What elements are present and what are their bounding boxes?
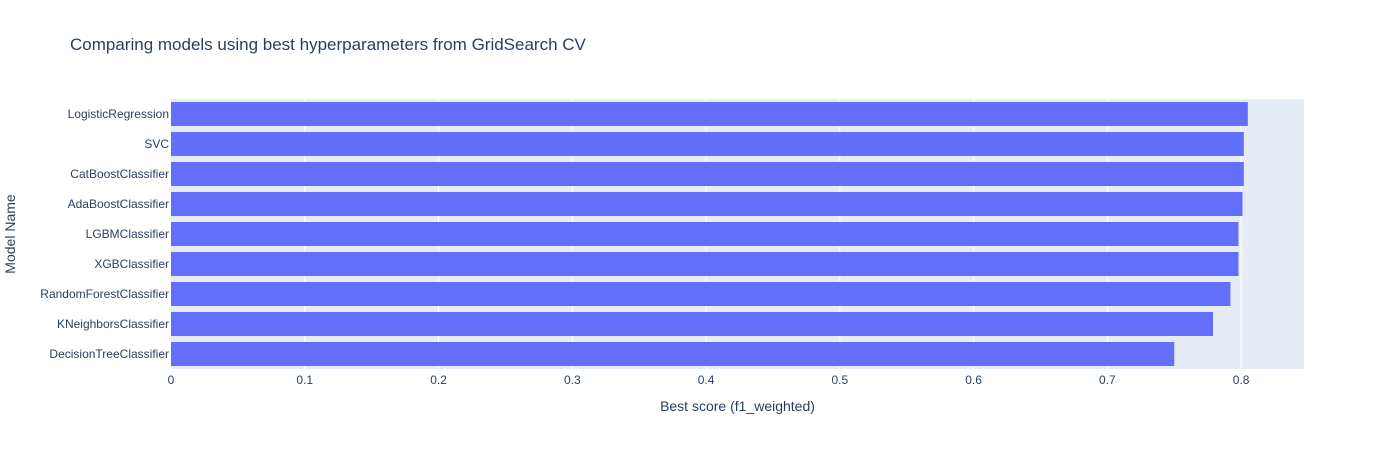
x-tick-label: 0 xyxy=(168,373,175,387)
y-axis-ticks: LogisticRegression SVC CatBoostClassifier A… xyxy=(40,107,169,361)
bar[interactable] xyxy=(171,192,1243,216)
y-tick-label: AdaBoostClassifier xyxy=(68,197,169,211)
bar[interactable] xyxy=(171,282,1231,306)
x-tick-label: 0.3 xyxy=(564,373,581,387)
y-tick-label: CatBoostClassifier xyxy=(70,167,169,181)
x-tick-label: 0.5 xyxy=(831,373,848,387)
y-tick-label: RandomForestClassifier xyxy=(40,287,169,301)
x-tick-label: 0.7 xyxy=(1099,373,1116,387)
bars xyxy=(171,102,1248,366)
bar[interactable] xyxy=(171,252,1239,276)
x-tick-label: 0.1 xyxy=(296,373,313,387)
y-tick-label: SVC xyxy=(144,137,169,151)
x-tick-label: 0.6 xyxy=(965,373,982,387)
bar[interactable] xyxy=(171,132,1244,156)
x-axis-ticks: 0 0.1 0.2 0.3 0.4 0.5 0.6 0.7 0.8 xyxy=(168,373,1250,387)
x-tick-label: 0.2 xyxy=(430,373,447,387)
x-tick-label: 0.8 xyxy=(1233,373,1250,387)
bar[interactable] xyxy=(171,222,1239,246)
x-tick-label: 0.4 xyxy=(698,373,715,387)
y-tick-label: XGBClassifier xyxy=(94,257,169,271)
y-tick-label: LogisticRegression xyxy=(68,107,169,121)
bar[interactable] xyxy=(171,102,1248,126)
y-axis-title: Model Name xyxy=(2,194,18,274)
x-axis-title: Best score (f1_weighted) xyxy=(660,398,815,414)
y-tick-label: KNeighborsClassifier xyxy=(57,317,169,331)
y-tick-label: LGBMClassifier xyxy=(86,227,169,241)
chart-title: Comparing models using best hyperparamet… xyxy=(70,35,587,54)
bar[interactable] xyxy=(171,342,1175,366)
bar[interactable] xyxy=(171,162,1244,186)
y-tick-label: DecisionTreeClassifier xyxy=(49,347,169,361)
bar[interactable] xyxy=(171,312,1214,336)
